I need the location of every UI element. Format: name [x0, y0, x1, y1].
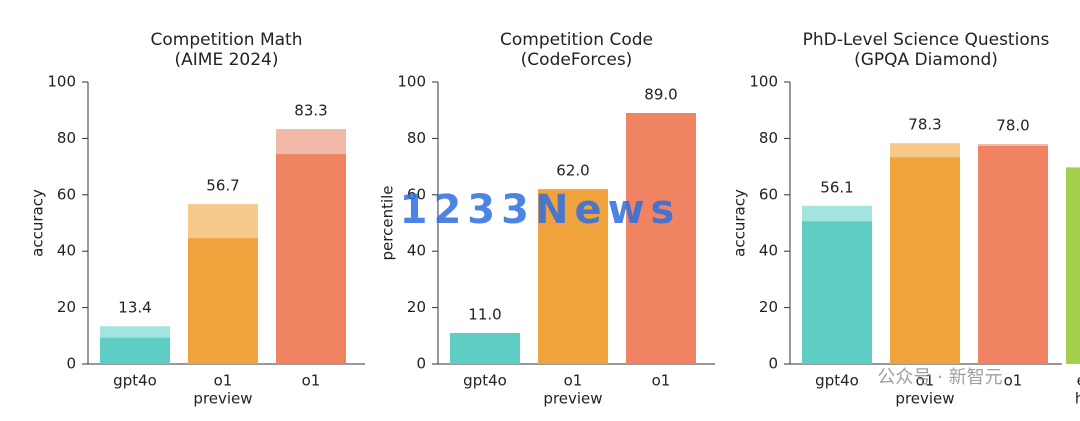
value-label: 56.1 — [820, 178, 853, 196]
value-label: 83.3 — [294, 102, 327, 120]
value-label: 78.0 — [996, 117, 1029, 135]
bar-inner — [188, 238, 258, 364]
x-tick-label: expert — [1077, 372, 1080, 390]
chart-title: Competition Math — [151, 30, 303, 50]
bar — [626, 113, 696, 365]
watermark: 公众号 · 新智元 — [877, 367, 1002, 388]
chart-title: PhD-Level Science Questions — [803, 30, 1050, 50]
value-label: 56.7 — [206, 177, 239, 195]
y-tick-label: 60 — [759, 185, 778, 203]
y-tick-label: 40 — [407, 242, 426, 260]
chart-title: (CodeForces) — [521, 50, 633, 70]
y-tick-label: 60 — [407, 185, 426, 203]
y-tick-label: 80 — [407, 129, 426, 147]
bar-inner — [978, 146, 1048, 364]
y-tick-label: 20 — [57, 298, 76, 316]
y-tick-label: 100 — [47, 73, 76, 91]
x-tick-label: human — [1075, 390, 1080, 408]
y-tick-label: 40 — [759, 242, 778, 260]
y-tick-label: 80 — [57, 129, 76, 147]
y-tick-label: 0 — [768, 355, 778, 373]
y-tick-label: 40 — [57, 242, 76, 260]
x-tick-label: o1 — [916, 372, 935, 390]
x-tick-label: o1 — [564, 372, 583, 390]
x-tick-label: preview — [543, 390, 602, 408]
bar-inner — [1066, 167, 1080, 364]
value-label: 62.0 — [556, 162, 589, 180]
chart-title: Competition Code — [500, 30, 653, 50]
y-tick-label: 60 — [57, 185, 76, 203]
x-tick-label: o1 — [302, 372, 321, 390]
chart-title: (GPQA Diamond) — [854, 50, 998, 70]
x-tick-label: o1 — [1004, 372, 1023, 390]
value-label: 11.0 — [468, 305, 501, 323]
watermark: 1233News — [400, 187, 681, 233]
bar-inner — [100, 337, 170, 364]
value-label: 13.4 — [118, 299, 151, 317]
y-axis-label: percentile — [379, 185, 397, 260]
chart-title: (AIME 2024) — [175, 50, 279, 70]
y-tick-label: 0 — [66, 355, 76, 373]
bar-inner — [276, 154, 346, 364]
y-axis-label: accuracy — [731, 189, 749, 257]
y-tick-label: 20 — [407, 298, 426, 316]
y-tick-label: 100 — [397, 73, 426, 91]
y-tick-label: 0 — [416, 355, 426, 373]
x-tick-label: o1 — [214, 372, 233, 390]
value-label: 89.0 — [644, 86, 677, 104]
bar-inner — [802, 221, 872, 364]
x-tick-label: preview — [895, 390, 954, 408]
bar-inner — [890, 157, 960, 364]
x-tick-label: o1 — [652, 372, 671, 390]
y-axis-label: accuracy — [29, 189, 47, 257]
x-tick-label: gpt4o — [113, 372, 157, 390]
y-tick-label: 100 — [749, 73, 778, 91]
y-tick-label: 80 — [759, 129, 778, 147]
value-label: 78.3 — [908, 116, 941, 134]
x-tick-label: gpt4o — [815, 372, 859, 390]
bar — [538, 189, 608, 364]
bar — [450, 332, 520, 364]
y-tick-label: 20 — [759, 298, 778, 316]
x-tick-label: preview — [193, 390, 252, 408]
x-tick-label: gpt4o — [463, 372, 507, 390]
